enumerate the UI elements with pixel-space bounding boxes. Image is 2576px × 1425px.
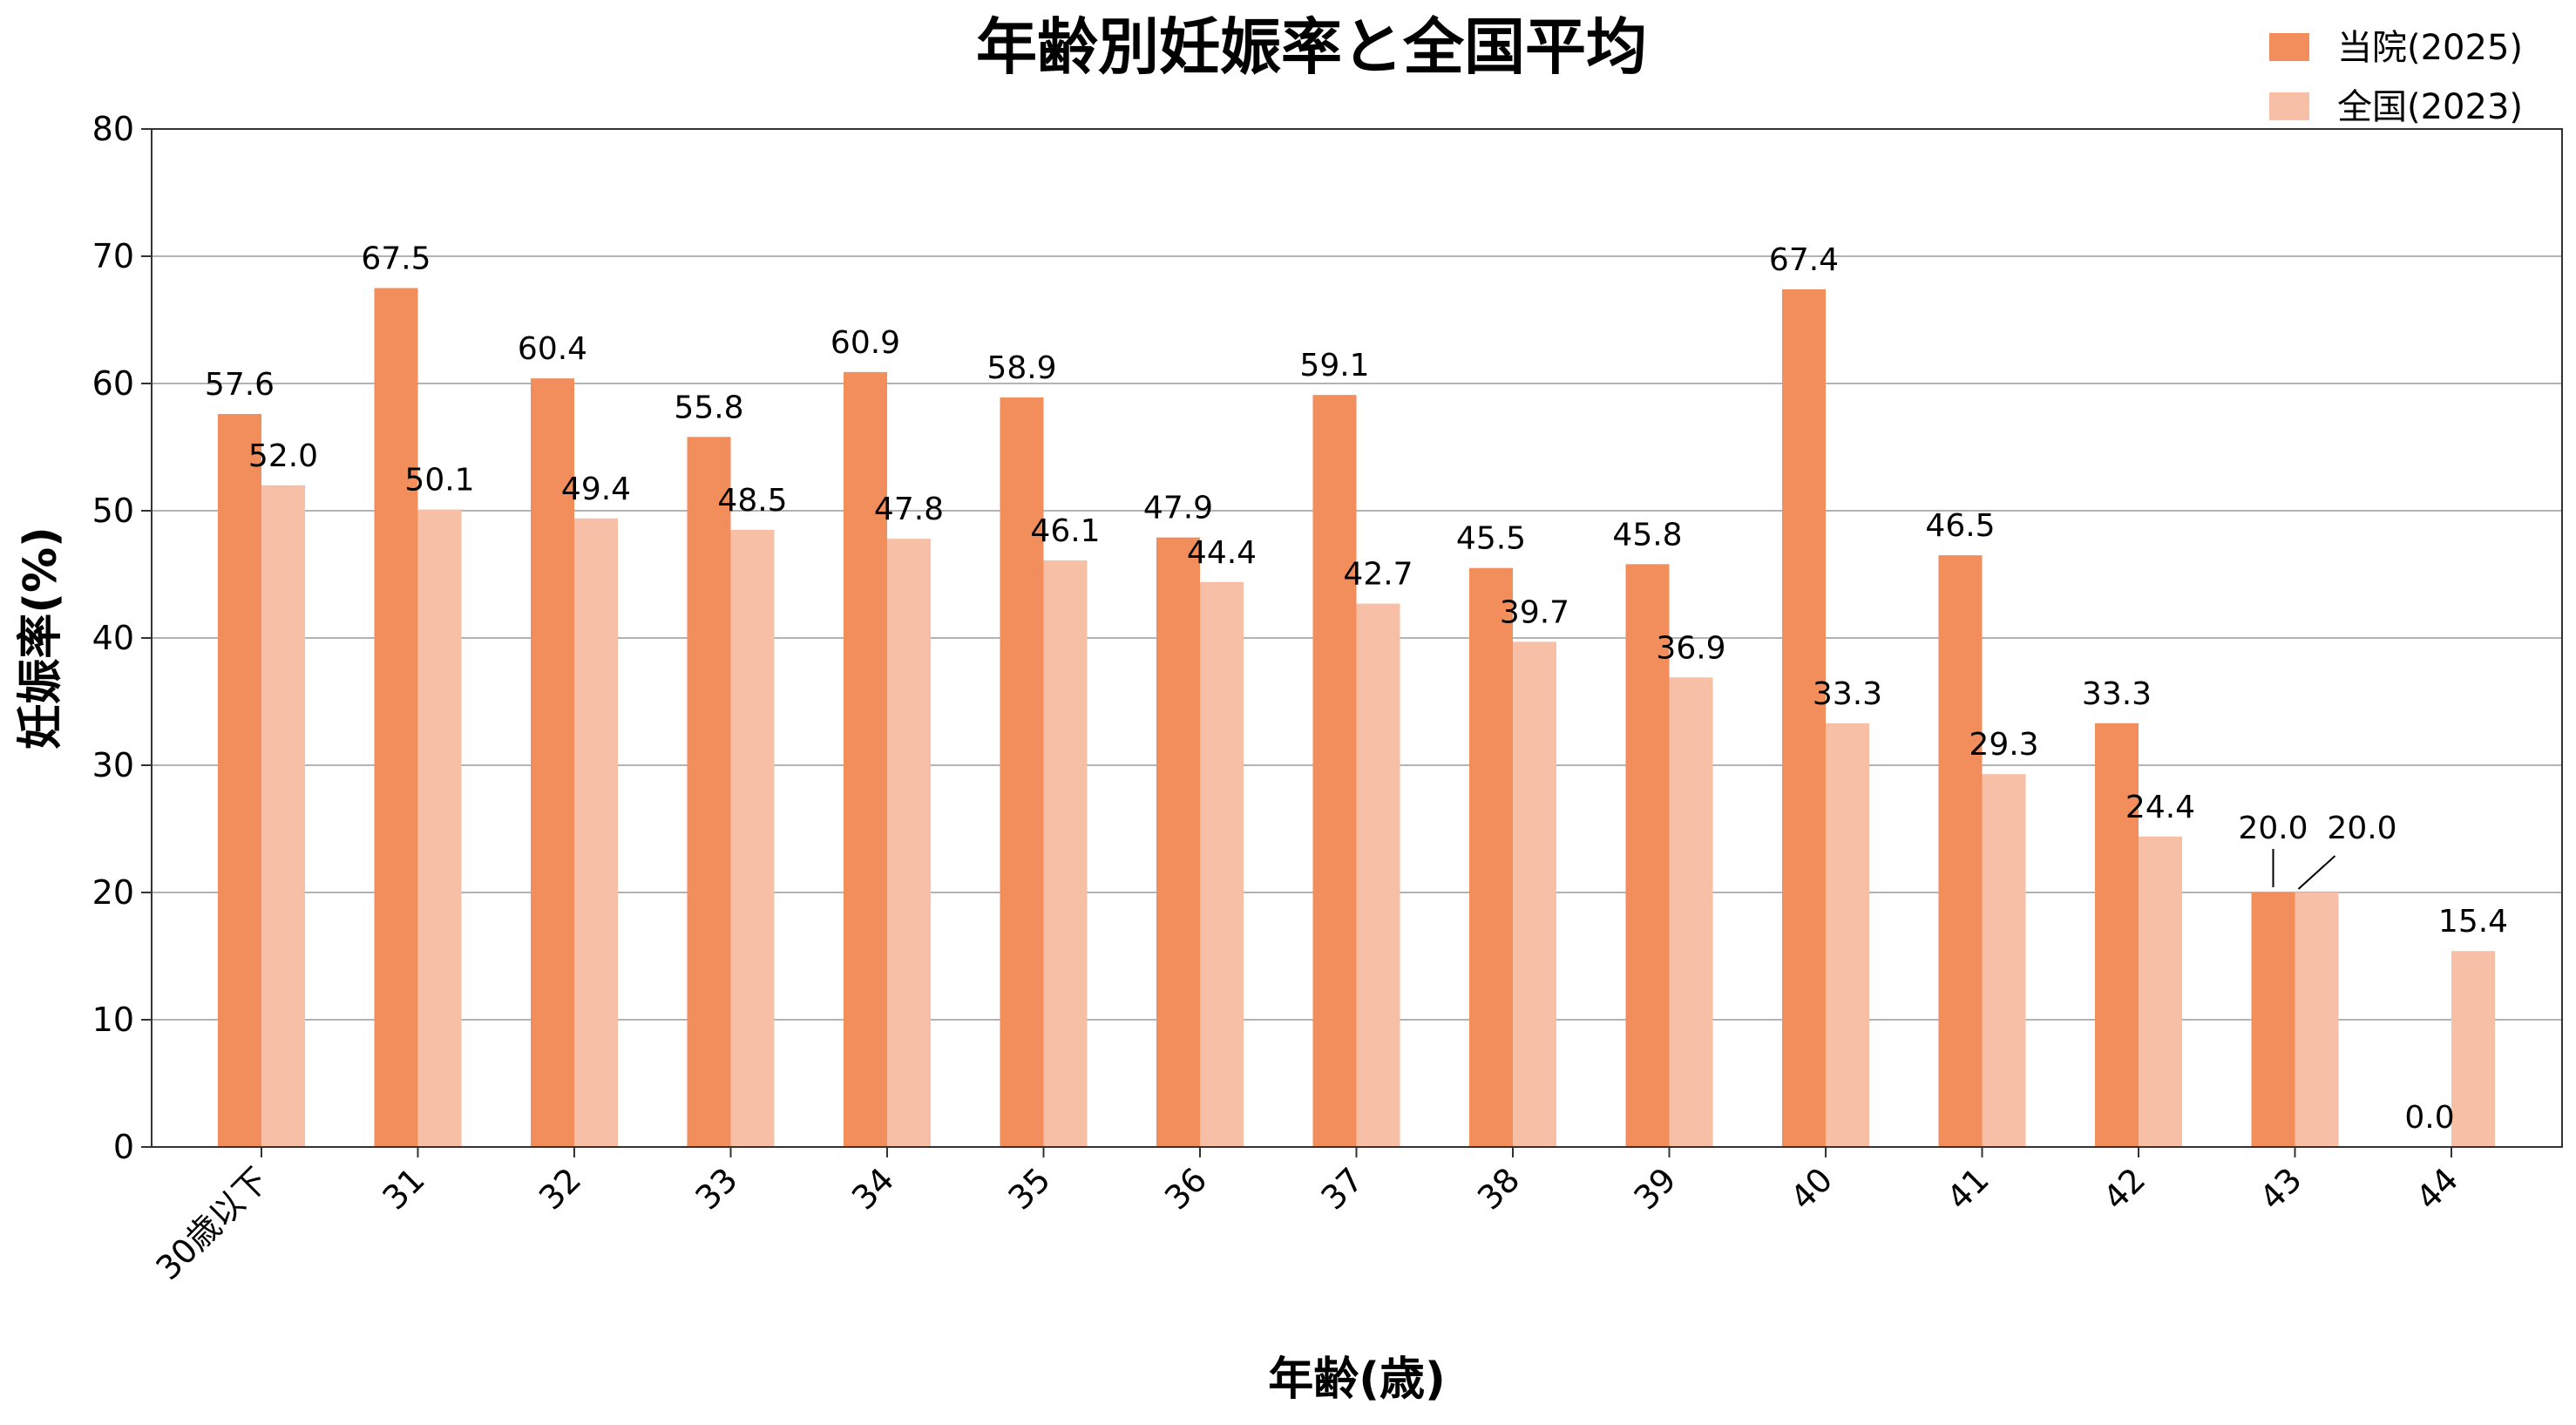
label-leader-line <box>2297 855 2336 890</box>
data-label: 60.4 <box>518 331 587 367</box>
legend-swatch <box>2269 33 2309 61</box>
legend-label: 当院(2025) <box>2337 28 2523 68</box>
x-tick-label: 36 <box>1157 1160 1214 1217</box>
data-label: 47.8 <box>874 492 944 527</box>
data-label: 47.9 <box>1143 491 1213 526</box>
y-tick-label: 30 <box>92 746 134 784</box>
data-label: 58.9 <box>986 350 1056 386</box>
bar-national <box>261 485 305 1147</box>
bar-national <box>1356 603 1400 1147</box>
x-tick-label: 31 <box>376 1160 432 1217</box>
data-label: 20.0 <box>2238 811 2308 846</box>
legend-label: 全国(2023) <box>2337 87 2523 127</box>
bar-national <box>1200 581 1244 1147</box>
x-tick-label: 30歳以下 <box>148 1160 275 1287</box>
bar-clinic <box>2251 892 2295 1147</box>
x-tick-label: 44 <box>2409 1160 2465 1217</box>
y-tick-label: 50 <box>92 492 134 530</box>
data-label: 67.5 <box>361 241 430 277</box>
bar-national <box>2451 951 2495 1147</box>
bar-national <box>2295 892 2339 1147</box>
data-label: 24.4 <box>2125 790 2195 825</box>
bar-national <box>1826 723 1869 1147</box>
bar-clinic <box>531 378 574 1147</box>
y-tick-label: 0 <box>113 1128 134 1166</box>
bar-clinic <box>1782 288 1826 1148</box>
x-tick-label: 40 <box>1783 1160 1840 1217</box>
data-label: 59.1 <box>1299 348 1369 383</box>
data-label: 0.0 <box>2404 1100 2454 1136</box>
bar-clinic <box>1156 537 1200 1147</box>
bar-clinic <box>218 414 261 1147</box>
data-labels: 57.6 67.5 60.4 55.8 60.9 58.9 47.9 59.1 45.5 45.8… <box>205 241 2508 1137</box>
data-label: 29.3 <box>1969 727 2038 763</box>
x-tick-label: 41 <box>1940 1160 1996 1217</box>
data-label: 20.0 <box>2327 811 2396 846</box>
data-label: 45.5 <box>1456 521 1526 557</box>
data-label: 60.9 <box>830 325 900 361</box>
x-tick-label: 43 <box>2253 1160 2309 1217</box>
x-tick-label: 38 <box>1470 1160 1527 1217</box>
y-tick-label: 70 <box>92 237 134 275</box>
y-tick-label: 10 <box>92 1001 134 1039</box>
bar-clinic <box>687 437 731 1147</box>
data-label: 50.1 <box>404 463 474 499</box>
bar-clinic <box>2095 723 2139 1147</box>
data-label: 67.4 <box>1769 242 1839 278</box>
bar-national <box>1043 560 1088 1147</box>
data-label: 39.7 <box>1500 594 1569 630</box>
data-label: 49.4 <box>561 472 631 507</box>
chart-title: 年齢別妊娠率と全国平均 <box>976 11 1647 83</box>
bar-national <box>1982 774 2026 1147</box>
bar-national <box>1513 641 1556 1147</box>
x-axis-title: 年齢(歳) <box>1268 1354 1446 1406</box>
bar-national <box>2139 836 2182 1147</box>
y-tick-labels: 0 10 20 30 40 50 60 70 80 <box>92 110 152 1166</box>
data-label: 33.3 <box>2082 676 2152 712</box>
bar-clinic <box>1938 555 1983 1147</box>
data-label: 33.3 <box>1813 676 1882 712</box>
x-tick-label: 32 <box>532 1160 588 1217</box>
bar-national <box>730 529 775 1147</box>
data-label: 52.0 <box>248 438 318 474</box>
x-tick-label: 34 <box>844 1160 901 1217</box>
bar-national <box>887 539 931 1147</box>
x-tick-labels: 30歳以下 31 32 33 34 35 36 37 38 39 40 41 42 43 44 <box>148 1147 2465 1287</box>
bar-clinic <box>1469 567 1513 1147</box>
bar-clinic <box>844 371 887 1147</box>
bars <box>218 288 2495 1148</box>
data-label: 55.8 <box>674 390 743 425</box>
data-label: 46.5 <box>1925 508 1995 544</box>
data-label: 45.8 <box>1612 517 1682 553</box>
bar-clinic <box>374 288 418 1147</box>
bar-clinic <box>1312 395 1357 1147</box>
data-label: 42.7 <box>1343 557 1413 593</box>
legend: 当院(2025) 全国(2023) <box>2269 28 2523 127</box>
y-tick-label: 40 <box>92 619 134 657</box>
x-tick-label: 37 <box>1314 1160 1371 1217</box>
data-label: 48.5 <box>717 483 787 519</box>
legend-swatch <box>2269 92 2309 120</box>
y-tick-label: 20 <box>92 873 134 912</box>
y-axis-title: 妊娠率(%) <box>15 526 67 750</box>
x-tick-label: 33 <box>688 1160 745 1217</box>
bar-national <box>1669 677 1713 1147</box>
x-tick-label: 35 <box>1001 1160 1058 1217</box>
data-label: 57.6 <box>205 367 275 403</box>
data-label: 44.4 <box>1187 535 1257 571</box>
bar-national <box>574 518 618 1147</box>
bar-clinic <box>1000 397 1044 1147</box>
data-label: 15.4 <box>2438 904 2508 940</box>
y-tick-label: 60 <box>92 364 134 403</box>
bar-national <box>417 509 462 1147</box>
bar-clinic <box>1625 564 1670 1147</box>
x-tick-label: 42 <box>2096 1160 2152 1217</box>
y-tick-label: 80 <box>92 110 134 148</box>
data-label: 46.1 <box>1030 513 1100 549</box>
data-label: 36.9 <box>1656 630 1725 666</box>
x-tick-label: 39 <box>1627 1160 1684 1217</box>
